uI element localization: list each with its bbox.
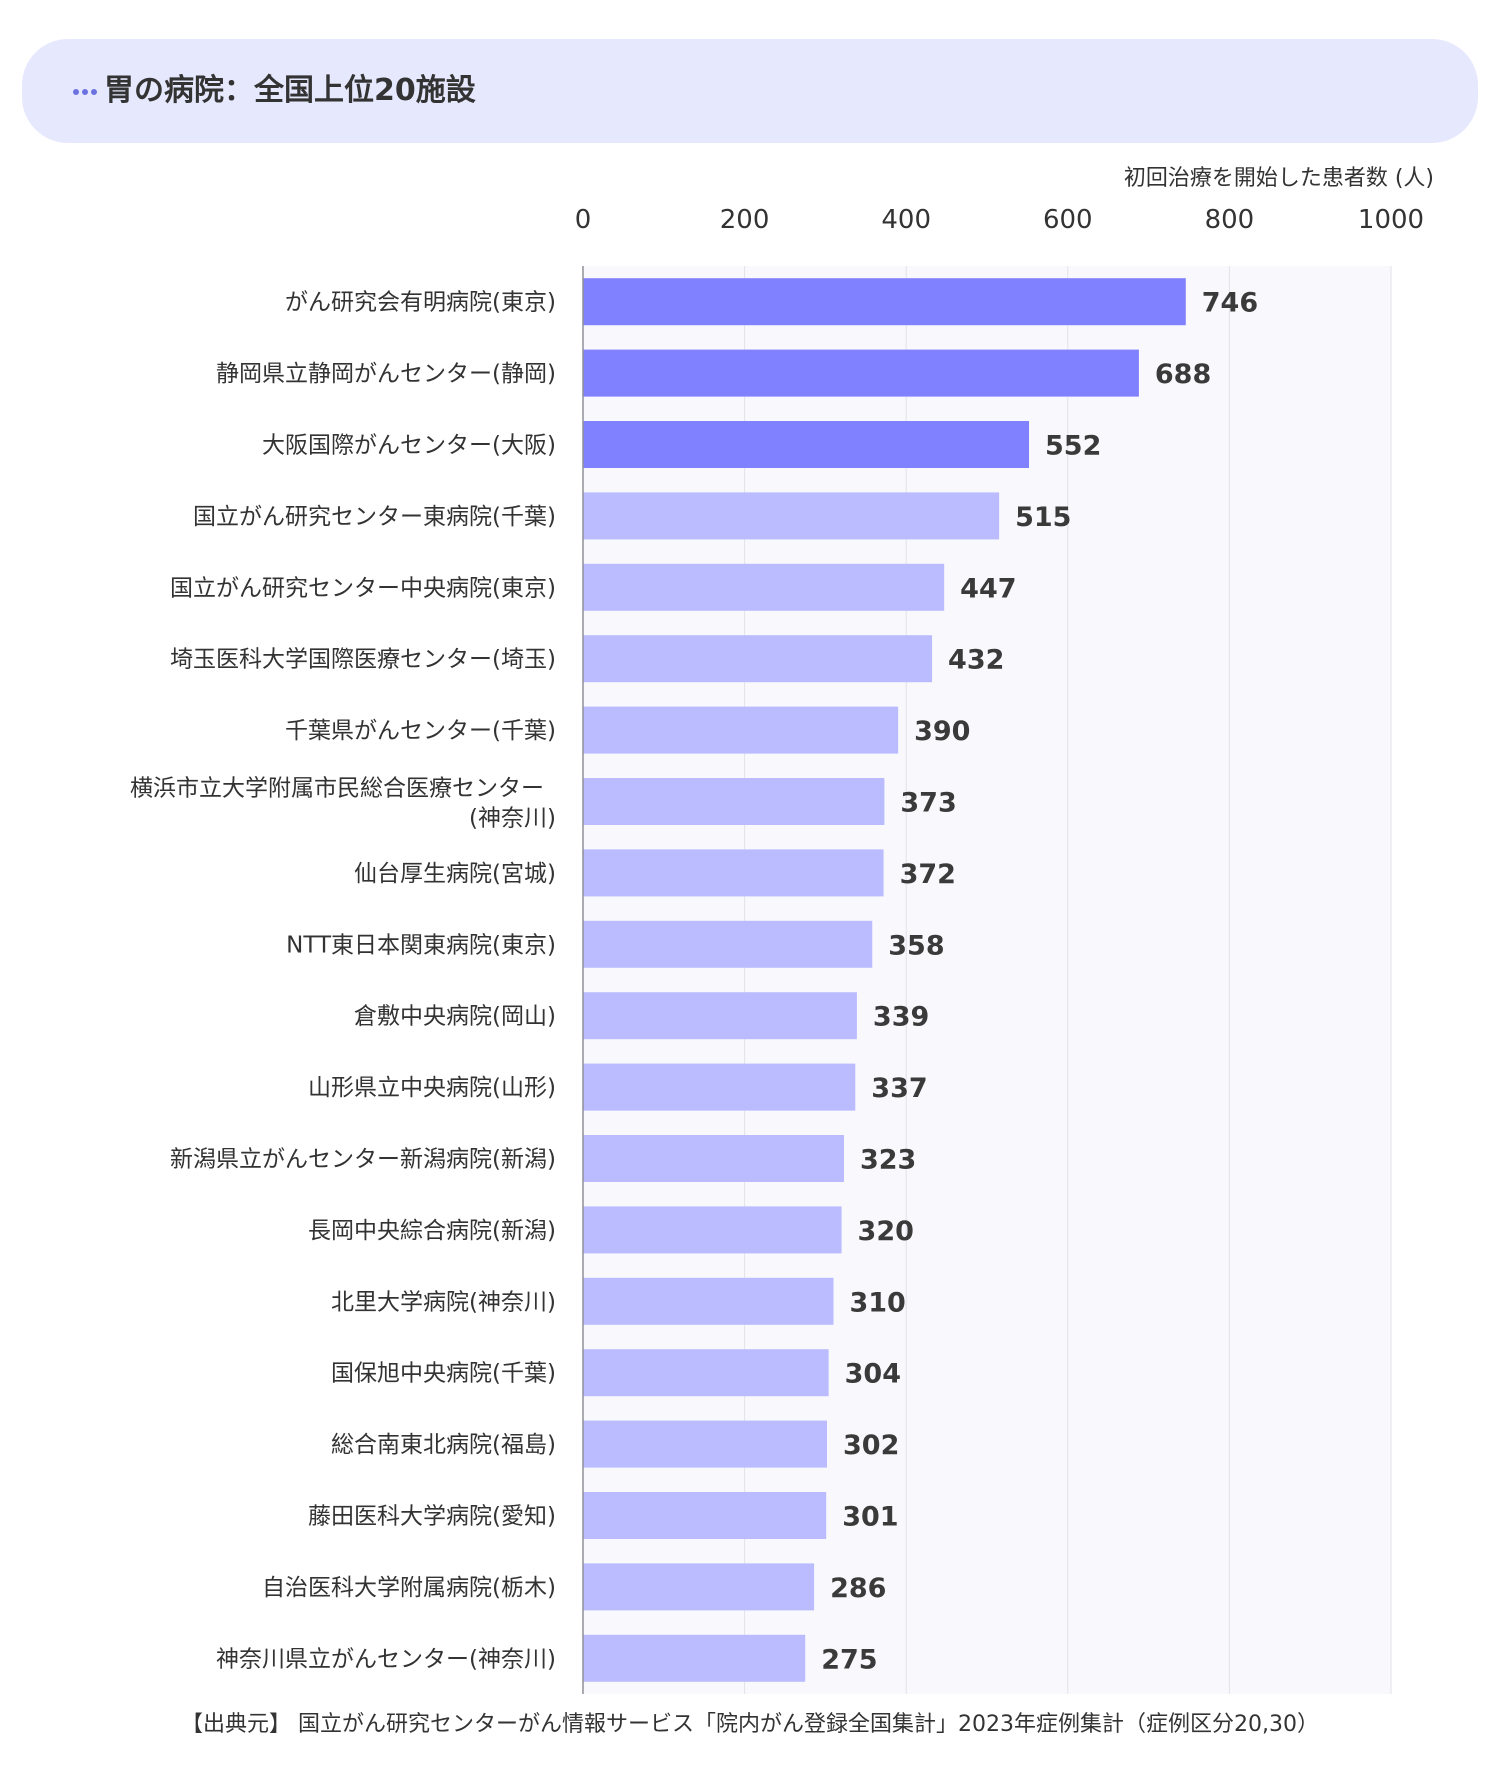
data-label: 372 — [900, 859, 956, 890]
bar — [583, 778, 885, 825]
category-label: がん研究会有明病院(東京) — [285, 290, 556, 316]
data-label: 320 — [858, 1216, 914, 1247]
x-tick-label: 0 — [575, 205, 592, 235]
data-label: 515 — [1015, 502, 1071, 533]
data-label: 746 — [1202, 288, 1258, 319]
bar — [583, 1492, 827, 1539]
bar — [583, 635, 933, 683]
source-citation: 【出典元】 国立がん研究センターがん情報サービス「院内がん登録全国集計」2023… — [181, 1712, 1319, 1737]
category-label: 横浜市立大学附属市民総合医療センター — [130, 776, 544, 802]
chart-title-banner: 胃の病院：全国上位20施設 — [22, 39, 1478, 143]
bar — [583, 1206, 842, 1254]
bar — [583, 1349, 829, 1397]
data-label: 304 — [845, 1359, 901, 1390]
bar — [583, 563, 945, 611]
x-axis-label: 初回治療を開始した患者数 (人) — [1124, 166, 1434, 191]
x-tick-label: 600 — [1043, 205, 1093, 235]
data-label: 275 — [821, 1644, 877, 1675]
category-label: 国立がん研究センター東病院(千葉) — [193, 504, 556, 530]
bar — [583, 1634, 806, 1682]
category-label: 仙台厚生病院(宮城) — [354, 861, 556, 887]
ellipsis-icon — [73, 89, 97, 95]
bar — [583, 1063, 856, 1111]
category-label: 長岡中央綜合病院(新潟) — [308, 1218, 556, 1244]
bar — [583, 920, 873, 968]
bar — [583, 278, 1186, 326]
bar — [583, 1277, 834, 1325]
data-label: 373 — [900, 788, 956, 819]
data-label: 552 — [1045, 431, 1101, 462]
category-label: 神奈川県立がんセンター(神奈川) — [216, 1646, 556, 1672]
data-label: 337 — [871, 1073, 927, 1104]
category-label: 自治医科大学附属病院(栃木) — [262, 1575, 556, 1601]
x-tick-label: 1000 — [1358, 205, 1424, 235]
bar — [583, 349, 1139, 397]
data-label: 447 — [960, 573, 1016, 604]
page-title: 胃の病院：全国上位20施設 — [104, 73, 476, 108]
category-label: 大阪国際がんセンター(大阪) — [262, 433, 556, 459]
category-label: 静岡県立静岡がんセンター(静岡) — [216, 361, 556, 387]
bar — [583, 1135, 844, 1182]
bar — [583, 492, 1000, 540]
bar-chart: 初回治療を開始した患者数 (人) 0 200 400 600 800 1000 746 がん研究… — [130, 166, 1434, 1694]
data-label: 432 — [948, 645, 1004, 676]
bar — [583, 1420, 828, 1468]
data-label: 688 — [1155, 359, 1211, 390]
x-tick-label: 800 — [1205, 205, 1255, 235]
category-label: 新潟県立がんセンター新潟病院(新潟) — [170, 1147, 556, 1173]
x-tick-label: 400 — [881, 205, 931, 235]
data-label: 301 — [842, 1502, 898, 1533]
category-label: 山形県立中央病院(山形) — [308, 1075, 556, 1101]
plot-area — [583, 266, 1391, 1694]
category-label: 北里大学病院(神奈川) — [331, 1289, 556, 1315]
bar — [583, 421, 1030, 468]
bar — [583, 1563, 815, 1611]
x-tick-label: 200 — [720, 205, 770, 235]
bar — [583, 992, 857, 1040]
data-label: 302 — [843, 1430, 899, 1461]
bar — [583, 849, 884, 897]
category-label: 総合南東北病院(福島) — [331, 1432, 556, 1458]
category-label: 国保旭中央病院(千葉) — [331, 1361, 556, 1387]
data-label: 286 — [830, 1573, 886, 1604]
data-label: 339 — [873, 1002, 929, 1033]
category-label: 藤田医科大学病院(愛知) — [308, 1504, 556, 1530]
category-label: 埼玉医科大学国際医療センター(埼玉) — [170, 647, 556, 673]
bar — [583, 706, 899, 754]
category-label: 国立がん研究センター中央病院(東京) — [170, 575, 556, 601]
data-label: 390 — [914, 716, 970, 747]
data-label: 323 — [860, 1145, 916, 1176]
category-label: 千葉県がんセンター(千葉) — [285, 718, 556, 744]
category-label: NTT東日本関東病院(東京) — [286, 932, 556, 958]
category-label: 倉敷中央病院(岡山) — [354, 1004, 556, 1030]
category-label: (神奈川) — [469, 806, 556, 832]
data-label: 310 — [849, 1287, 905, 1318]
data-label: 358 — [888, 930, 944, 961]
